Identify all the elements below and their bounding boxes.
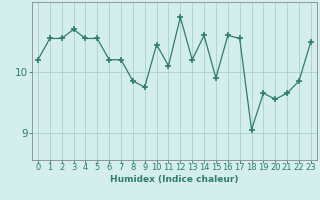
X-axis label: Humidex (Indice chaleur): Humidex (Indice chaleur) (110, 175, 239, 184)
